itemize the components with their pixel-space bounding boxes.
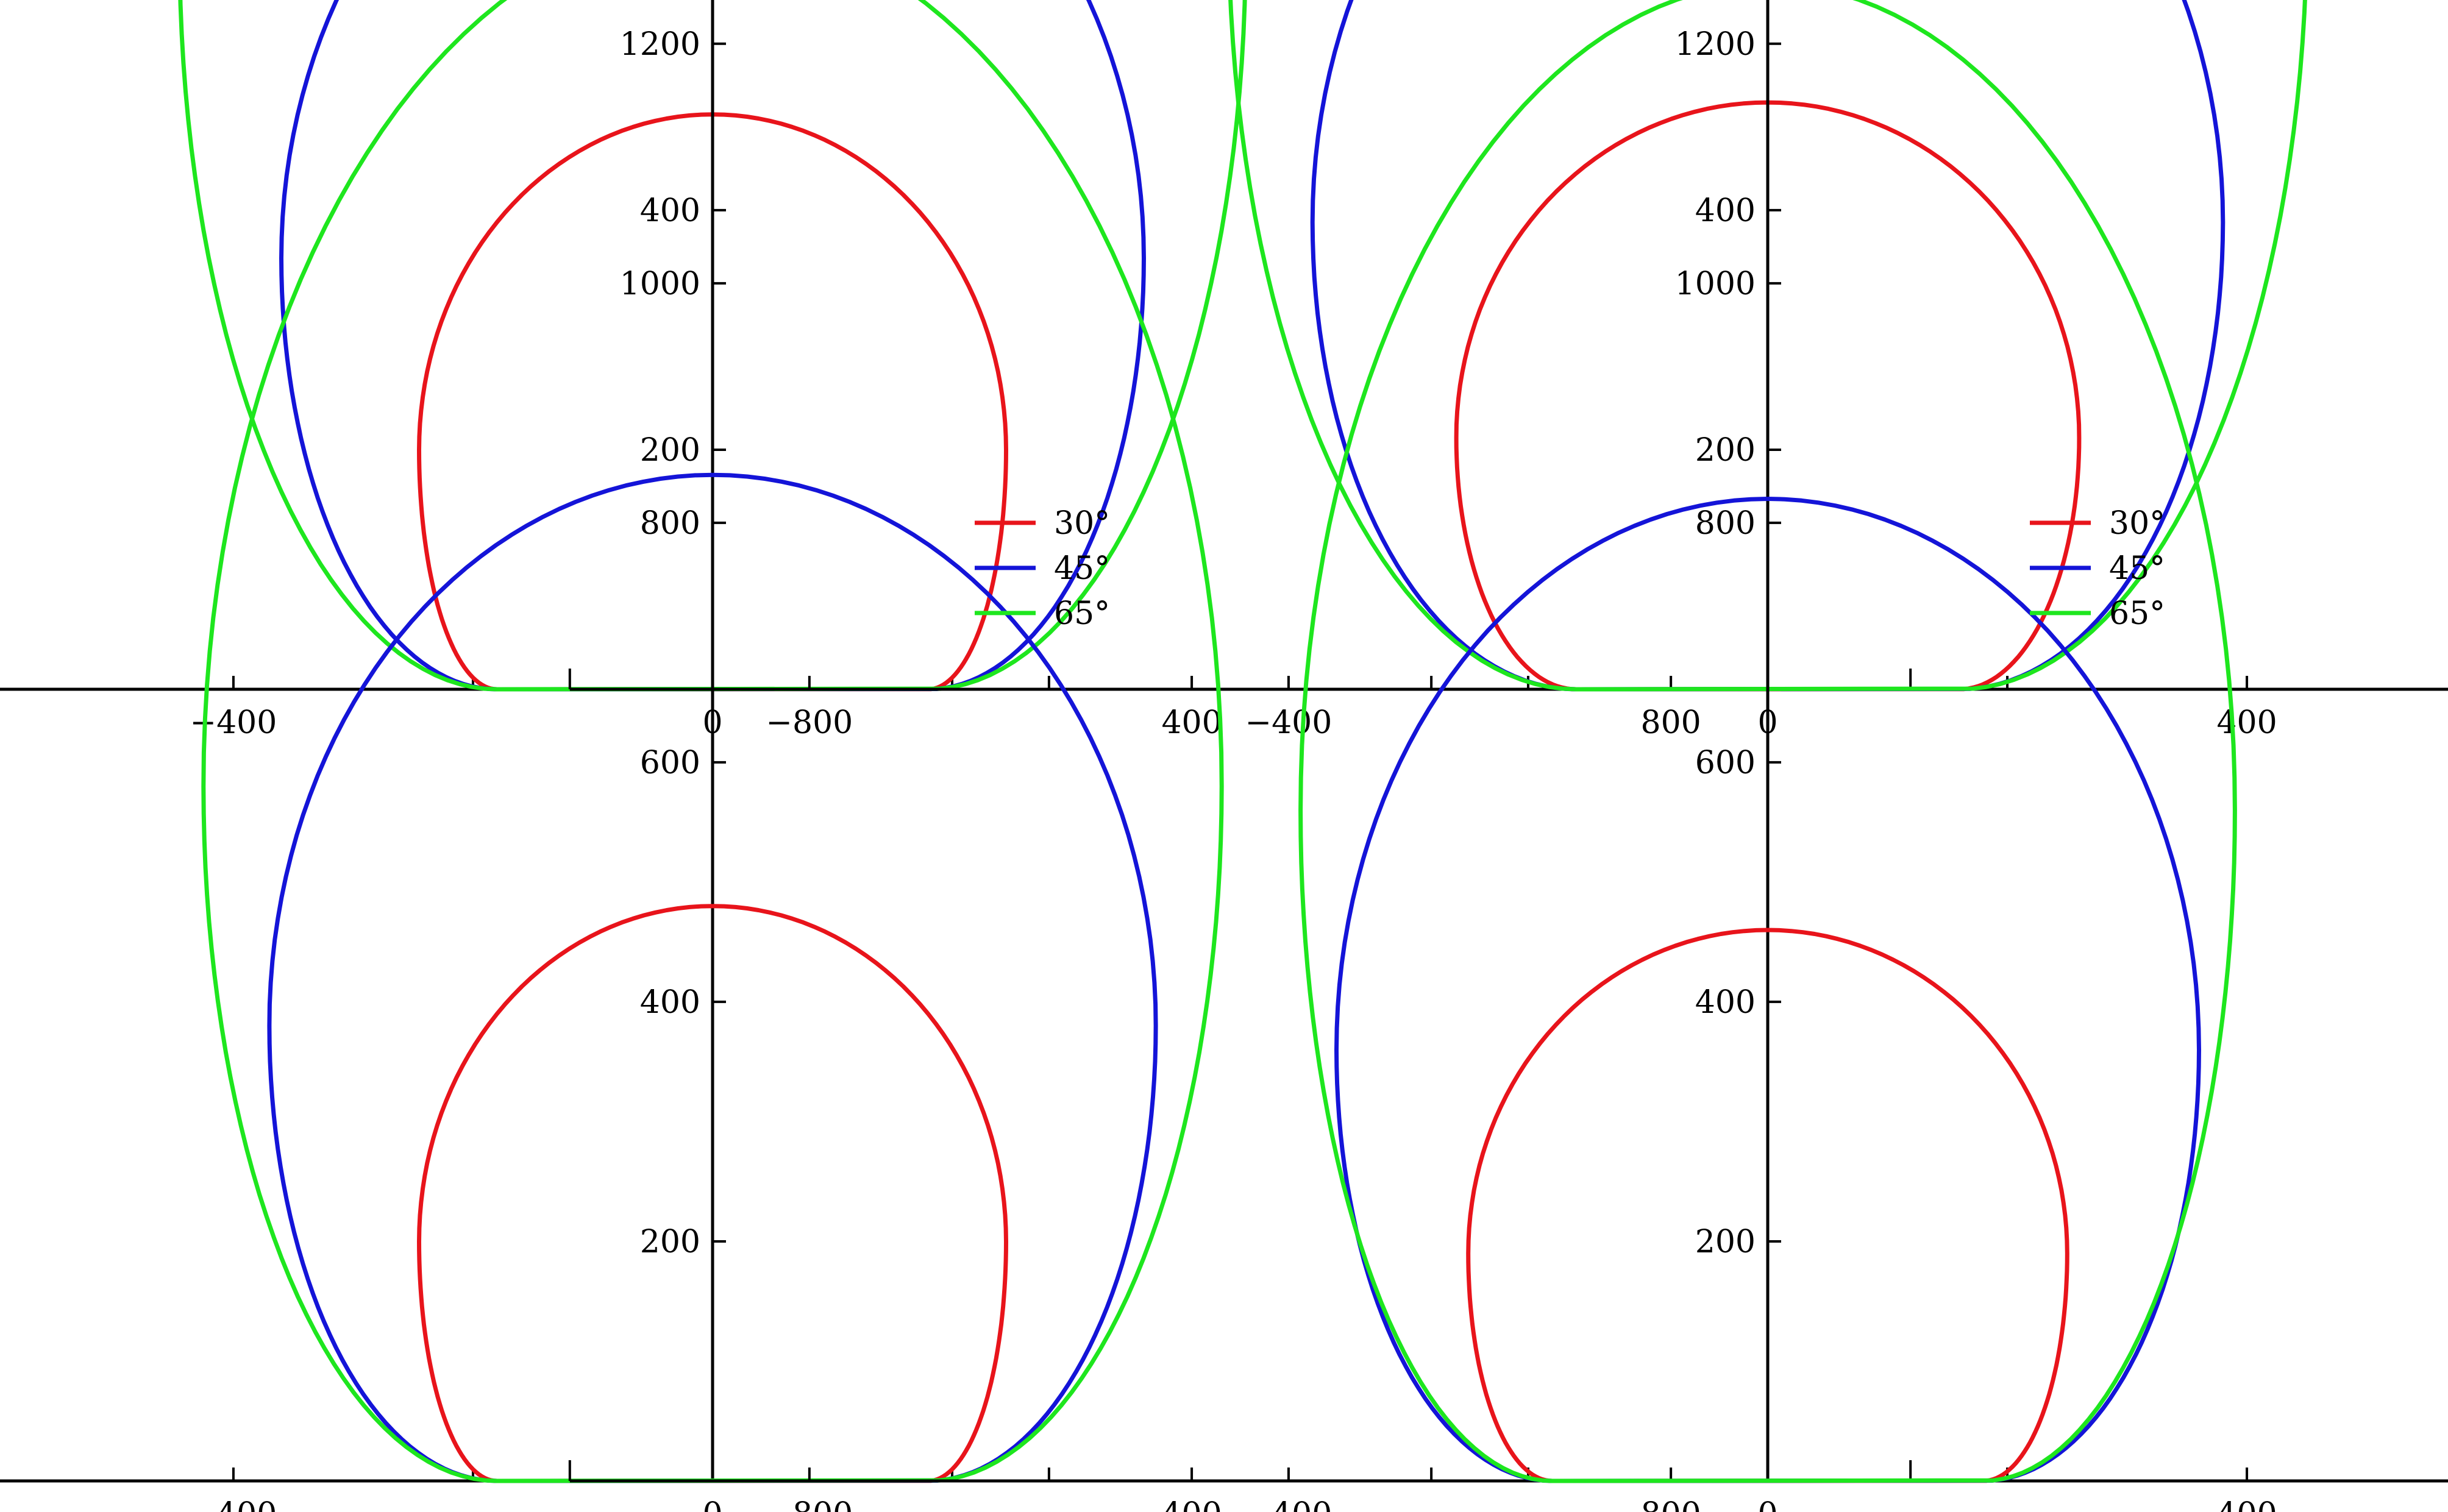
y-tick-label: 400 — [1695, 193, 1756, 229]
legend-label: 45° — [2109, 550, 2165, 587]
x-tick-label: 400 — [2216, 705, 2277, 741]
y-tick-label: 1000 — [1675, 266, 1756, 302]
y-tick-label: 200 — [1695, 1224, 1756, 1260]
x-tick-label: 800 — [1641, 705, 1701, 741]
y-tick-label: 800 — [640, 505, 700, 542]
y-tick-label: 800 — [1695, 505, 1756, 542]
x-tick-label: 400 — [2216, 1496, 2277, 1512]
y-tick-label: 200 — [640, 432, 700, 469]
x-tick-label: −800 — [766, 705, 853, 741]
series-line-65 — [1228, 0, 2307, 692]
legend-label: 30° — [1054, 505, 1110, 542]
y-tick-label: 400 — [640, 193, 700, 229]
y-tick-label: 600 — [640, 745, 700, 781]
x-tick-label: −800 — [766, 1496, 853, 1512]
panel-d: −800−4000400800200400600800100012001400(… — [568, 0, 2448, 1512]
series-line-65 — [201, 0, 1224, 1483]
panel-c: −800−4000400800200400600800100012001400(… — [0, 0, 1912, 1512]
y-tick-label: 200 — [1695, 432, 1756, 469]
y-tick-label: 200 — [640, 1224, 700, 1260]
legend-label: 30° — [2109, 505, 2165, 542]
y-tick-label: 1200 — [620, 26, 700, 63]
x-tick-label: −400 — [1245, 705, 1333, 741]
x-tick-label: 0 — [702, 1496, 722, 1512]
legend-label: 65° — [1054, 595, 1110, 632]
x-tick-label: 800 — [1641, 1496, 1701, 1512]
series-line-65 — [1298, 0, 2237, 1483]
x-tick-label: 400 — [1161, 1496, 1222, 1512]
y-tick-label: 400 — [1695, 984, 1756, 1021]
legend-label: 45° — [1054, 550, 1110, 587]
legend-label: 65° — [2109, 595, 2165, 632]
x-tick-label: −400 — [1245, 1496, 1333, 1512]
x-tick-label: 400 — [1161, 705, 1222, 741]
series-line-65 — [178, 0, 1247, 692]
y-tick-label: 1000 — [620, 266, 700, 302]
panel-b: −800−4000400800200400600800100012001400(… — [568, 0, 2448, 741]
y-tick-label: 400 — [640, 984, 700, 1021]
panel-a: −800−4000400800200400600800100012001400(… — [0, 0, 1912, 741]
x-tick-label: 0 — [1757, 1496, 1777, 1512]
y-tick-label: 1200 — [1675, 26, 1756, 63]
x-tick-label: −400 — [190, 1496, 277, 1512]
y-tick-label: 600 — [1695, 745, 1756, 781]
